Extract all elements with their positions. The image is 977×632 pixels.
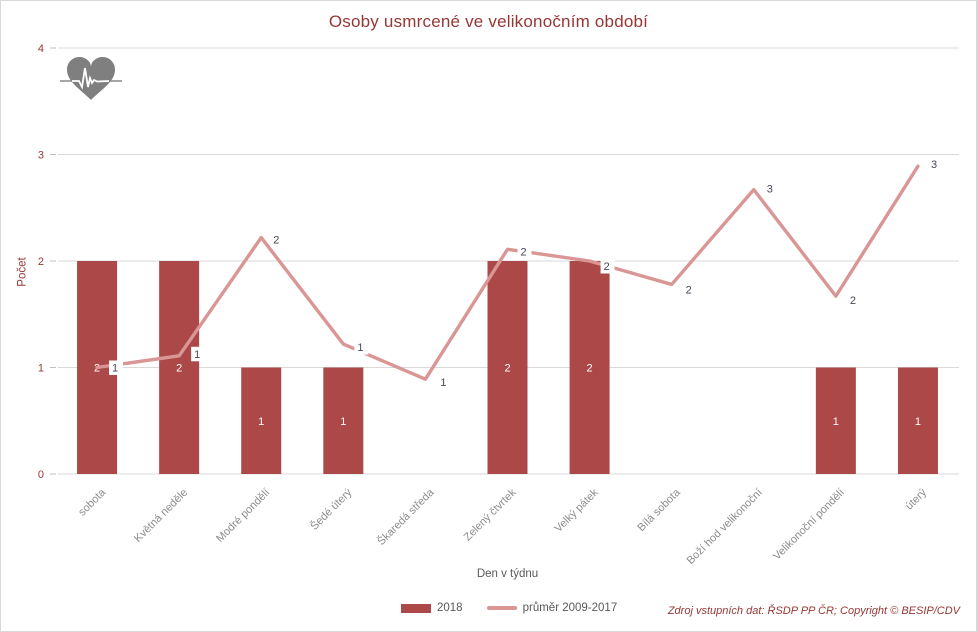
x-axis-tick-label: úterý (903, 486, 929, 512)
chart-title: Osoby usmrcené ve velikonočním období (328, 12, 649, 31)
line-value-label: 3 (767, 184, 773, 196)
x-axis-tick-label: Květná neděle (132, 487, 190, 545)
line-value-label: 1 (440, 377, 446, 389)
y-axis-tick-label: 2 (38, 256, 44, 268)
line-value-label: 3 (931, 159, 937, 171)
ecg-pulse (72, 67, 110, 90)
x-axis-tick-label: Škaredá středa (375, 485, 438, 548)
bar-2018 (323, 367, 364, 474)
bar-2018 (487, 261, 528, 474)
x-axis-tick-label: Velký pátek (552, 486, 601, 535)
x-axis-tick-label: Šedé úterý (308, 486, 355, 533)
line-label-box (927, 157, 942, 172)
x-axis-tick-label: sobota (76, 486, 108, 518)
line-label-box (600, 259, 615, 274)
y-axis-title: Počet (16, 257, 29, 287)
line-label-box (846, 293, 861, 308)
x-axis-title: Den v týdnu (476, 568, 539, 580)
y-axis-tick-label: 0 (38, 469, 44, 481)
line-label-box (517, 244, 532, 259)
bar-value-label: 2 (587, 363, 593, 375)
y-axis-tick-label: 1 (38, 363, 44, 375)
bar-2018 (241, 367, 282, 474)
bar-value-label: 1 (340, 416, 346, 428)
bar-2018 (897, 367, 938, 474)
y-axis-tick-label: 4 (38, 43, 44, 55)
bar-value-label: 1 (833, 416, 839, 428)
line-label-box (682, 282, 697, 297)
x-axis-tick-label: Zelený čtvrtek (462, 486, 519, 543)
bar-value-label: 2 (176, 363, 182, 375)
legend-label: 2018 (437, 602, 463, 614)
legend-label: průměr 2009-2017 (522, 602, 618, 614)
line-label-box (763, 181, 778, 197)
bar-value-label: 1 (915, 416, 921, 428)
line-label-box (354, 340, 369, 355)
average-line (95, 164, 920, 381)
bar-2018 (815, 367, 856, 474)
x-axis-tick-label: Bílá sobota (635, 486, 683, 534)
line-value-label: 1 (194, 349, 200, 361)
line-label-box (437, 375, 452, 390)
line-value-label: 2 (850, 295, 856, 307)
line-label-box (191, 346, 206, 362)
heartbeat-heart-icon (60, 57, 122, 100)
bar-value-label: 2 (504, 363, 510, 375)
line-value-label: 2 (273, 235, 279, 247)
line-label-box (270, 232, 285, 248)
line-value-label: 2 (604, 261, 610, 273)
bar-2018 (569, 261, 610, 474)
x-axis-tick-label: Velikonoční pondělí (771, 487, 847, 563)
legend-item-average: průměr 2009-2017 (486, 602, 618, 614)
line-value-label: 1 (357, 342, 363, 354)
bar-2018 (159, 261, 200, 474)
y-axis-tick-label: 3 (38, 150, 44, 162)
legend-bar-swatch (401, 603, 431, 613)
legend-item-2018: 2018 (401, 602, 463, 614)
line-value-label: 2 (521, 246, 527, 258)
x-axis-tick-label: Modré pondělí (214, 487, 272, 545)
x-axis-tick-label: Boží hod velikonoční (685, 487, 765, 567)
line-value-label: 1 (112, 363, 118, 375)
chart-legend: 2018 průměr 2009-2017 (401, 602, 617, 614)
source-note: Zdroj vstupních dat: ŘSDP PP ČR; Copyrig… (667, 605, 960, 617)
line-label-box (109, 360, 124, 375)
line-value-label: 2 (686, 284, 692, 296)
bar-value-label: 1 (258, 416, 264, 428)
legend-line-swatch (486, 606, 517, 610)
